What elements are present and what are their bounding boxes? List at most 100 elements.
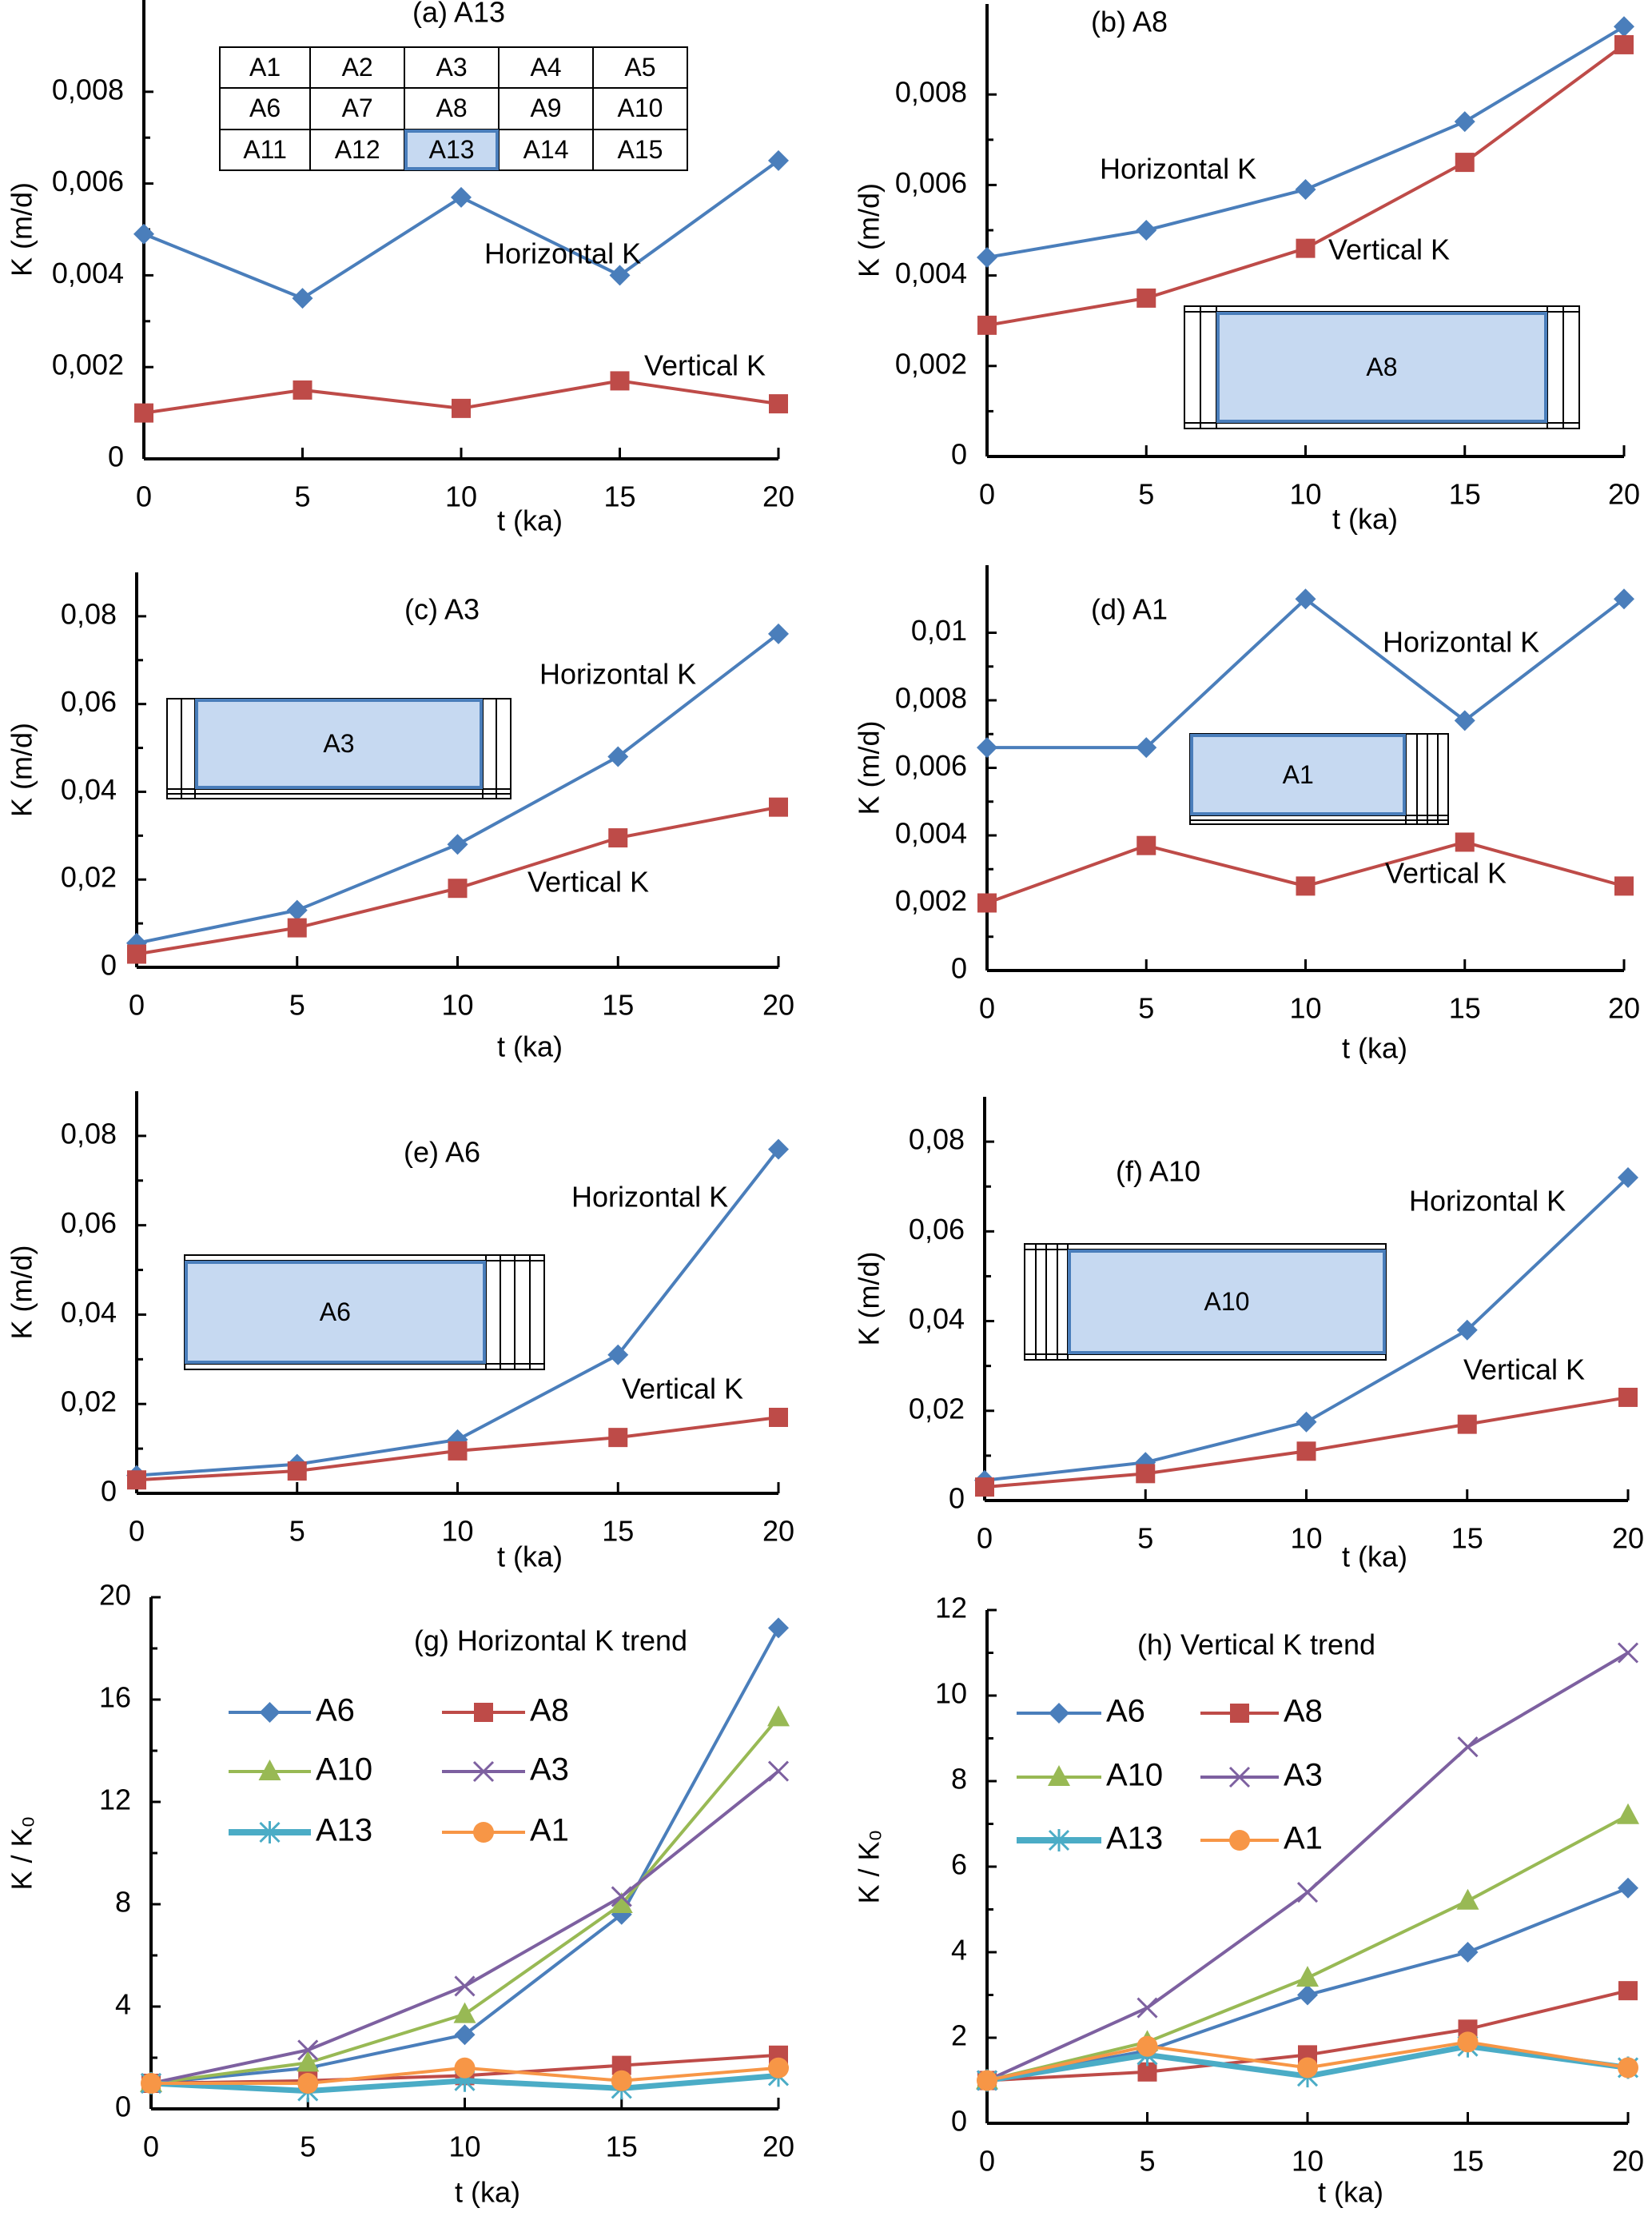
x-axis-label: t (ka) xyxy=(1342,1032,1407,1065)
series-a1 xyxy=(977,2031,1638,2091)
x-tick-label: 5 xyxy=(1139,2145,1155,2178)
legend-label: A1 xyxy=(530,1813,569,1848)
series-horizontal-k xyxy=(977,16,1634,268)
x-axis-label: t (ka) xyxy=(455,2176,520,2209)
grid-cell xyxy=(1188,815,1407,821)
chart-title: (g) Horizontal K trend xyxy=(414,1624,687,1657)
grid-cell xyxy=(1562,421,1581,430)
chart-title: (a) A13 xyxy=(412,0,505,29)
grid-cell xyxy=(514,1259,531,1365)
grid-cell: A11 xyxy=(218,128,312,172)
legend-marker xyxy=(258,1760,281,1780)
data-point xyxy=(1136,1464,1156,1484)
data-point xyxy=(1295,179,1316,201)
x-tick-label: 20 xyxy=(1608,992,1640,1025)
grid-cell xyxy=(1067,1243,1387,1250)
grid-cell xyxy=(500,1254,516,1261)
data-point xyxy=(1456,1319,1478,1341)
grid-cell: A1 xyxy=(1188,732,1407,817)
series-horizontal-k xyxy=(133,149,789,309)
x-tick-label: 0 xyxy=(977,1522,993,1555)
data-point xyxy=(610,1892,633,1913)
grid-cell: A6 xyxy=(218,87,312,130)
series-label: Horizontal K xyxy=(539,658,696,691)
data-point xyxy=(977,246,997,268)
legend-label: A6 xyxy=(316,1693,355,1728)
y-axis-label: K / K₀ xyxy=(6,1816,38,1891)
y-axis-label: K (m/d) xyxy=(853,183,886,277)
data-point xyxy=(451,186,472,208)
grid-cell xyxy=(184,1363,487,1370)
grid-cell xyxy=(1200,305,1218,313)
series-label: Horizontal K xyxy=(1100,153,1256,185)
data-point xyxy=(448,879,468,899)
x-tick-label: 20 xyxy=(762,989,794,1022)
data-point xyxy=(1457,1942,1479,1963)
data-point xyxy=(1617,1642,1639,1664)
y-axis-label: K (m/d) xyxy=(6,1245,38,1339)
grid-cell xyxy=(528,1254,546,1261)
grid-cell: A1 xyxy=(218,46,312,90)
data-point xyxy=(977,737,997,759)
data-point xyxy=(1614,34,1634,54)
x-axis-label: t (ka) xyxy=(497,1540,563,1573)
grid-cell xyxy=(1045,1248,1058,1356)
legend-label: A10 xyxy=(316,1752,372,1788)
legend-marker xyxy=(259,1702,281,1723)
grid-cell xyxy=(1546,421,1564,430)
data-point xyxy=(1454,710,1475,731)
x-tick-label: 5 xyxy=(1137,1522,1153,1555)
data-point xyxy=(127,944,146,964)
series-vertical-k xyxy=(975,1387,1638,1497)
data-point xyxy=(452,398,471,418)
grid-cell xyxy=(180,793,196,799)
y-tick-label: 0 xyxy=(108,440,124,473)
y-tick-label: 0,004 xyxy=(895,817,967,850)
data-point xyxy=(1618,1981,1638,2001)
grid-cell xyxy=(496,697,512,791)
data-point xyxy=(609,265,631,286)
x-tick-label: 0 xyxy=(979,478,995,511)
x-tick-label: 20 xyxy=(762,1515,794,1548)
grid-cell xyxy=(166,793,182,799)
series-label: Vertical K xyxy=(527,866,649,899)
data-point xyxy=(1457,1414,1477,1434)
series-label: Vertical K xyxy=(1385,857,1507,890)
y-tick-label: 8 xyxy=(115,1886,131,1919)
y-tick-label: 0,002 xyxy=(52,349,124,381)
x-tick-label: 5 xyxy=(289,1515,305,1548)
y-tick-label: 0,06 xyxy=(61,1206,117,1239)
grid-cell xyxy=(514,1363,531,1370)
x-tick-label: 5 xyxy=(289,989,305,1022)
x-tick-label: 0 xyxy=(979,992,995,1025)
cell-grid-inset: A6 xyxy=(184,1254,546,1370)
data-point xyxy=(297,2073,319,2094)
data-point xyxy=(1614,876,1634,896)
grid-cell xyxy=(1034,1248,1047,1356)
grid-cell xyxy=(528,1363,546,1370)
data-point xyxy=(297,2051,320,2072)
grid-cell xyxy=(1034,1243,1047,1250)
legend-item: A8 xyxy=(442,1693,569,1728)
chart-panel-b: 0 0,002 0,004 0,006 0,008 0 5 10 15 20 t (ka) K (m/… xyxy=(853,4,1640,536)
legend-label: A1 xyxy=(1284,1821,1323,1856)
x-tick-label: 5 xyxy=(294,480,310,513)
grid-cell xyxy=(484,1259,502,1365)
chart-title: (d) A1 xyxy=(1091,593,1168,626)
series-label: Horizontal K xyxy=(1409,1185,1566,1218)
series-horizontal-k xyxy=(977,588,1634,759)
grid-cell xyxy=(1183,305,1202,313)
data-point xyxy=(454,2024,476,2046)
legend-label: A10 xyxy=(1106,1758,1163,1793)
legend-label: A8 xyxy=(530,1693,569,1728)
x-tick-label: 10 xyxy=(1290,1522,1322,1555)
data-point xyxy=(1136,737,1157,759)
x-tick-label: 15 xyxy=(1451,1522,1483,1555)
y-tick-label: 0,08 xyxy=(61,597,117,630)
cell-grid-inset: A1 A2 A3 A4 A5 A6 A7 A8 A9 A10 A11 A12 A13 A14 A15 xyxy=(218,46,688,172)
data-point xyxy=(767,1760,790,1782)
y-tick-label: 0,006 xyxy=(895,166,967,199)
y-tick-label: 0,008 xyxy=(895,682,967,715)
data-point xyxy=(447,834,468,855)
